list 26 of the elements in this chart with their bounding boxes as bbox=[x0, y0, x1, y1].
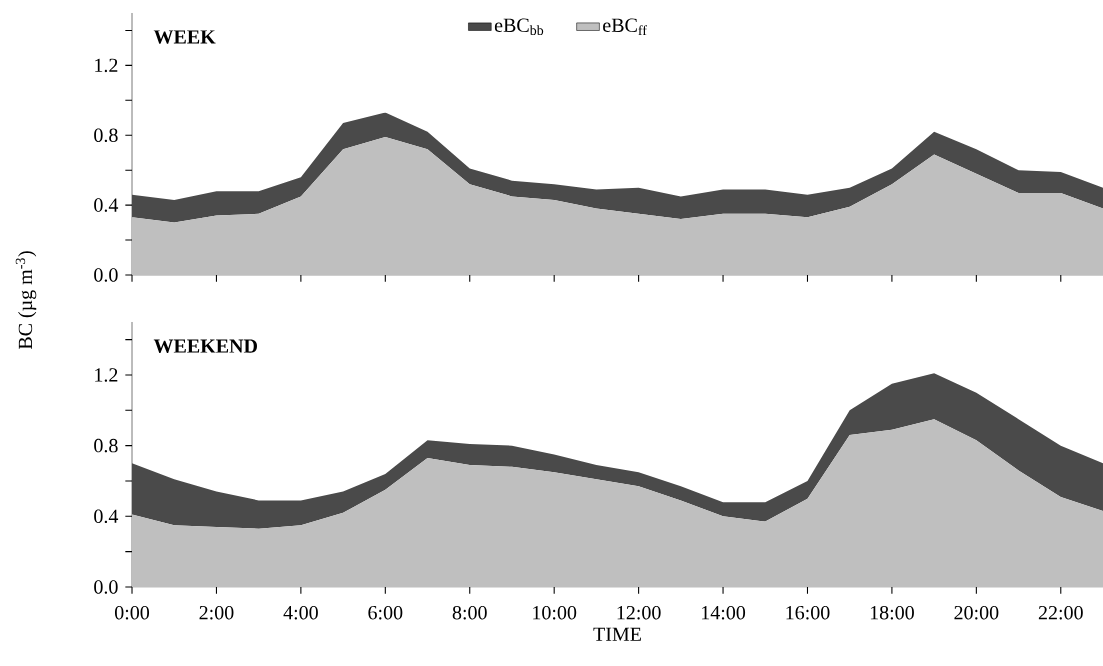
text: WEEKEND bbox=[153, 339, 257, 353]
y-tick-label: 0.4 bbox=[94, 198, 119, 212]
x-tick-label: 0:00 bbox=[114, 605, 150, 620]
legend-label: eBC$_{bb}$ bbox=[494, 18, 544, 36]
x-tick-label: 6:00 bbox=[368, 605, 403, 620]
y-tick-label: 0.4 bbox=[94, 509, 119, 524]
y-tick-label: 0.8 bbox=[94, 438, 118, 453]
y-axis-title: BC (µg m$^{-3}$) bbox=[15, 251, 37, 350]
y-tick-label: 0.8 bbox=[94, 128, 118, 143]
x-tick-label: 12:00 bbox=[617, 605, 661, 620]
x-tick-label: 8:00 bbox=[452, 605, 487, 620]
x-tick-label: 18:00 bbox=[870, 605, 914, 620]
y-tick-label: 0.0 bbox=[94, 580, 118, 594]
x-tick-label: 22:00 bbox=[1038, 605, 1083, 620]
x-tick-label: 10:00 bbox=[533, 605, 577, 620]
y-tick-label: 1.2 bbox=[95, 368, 118, 382]
x-tick-label: 14:00 bbox=[702, 605, 746, 620]
x-tick-label: 4:00 bbox=[283, 605, 318, 620]
x-tick-label: 2:00 bbox=[199, 605, 234, 620]
x-tick-label: 20:00 bbox=[954, 605, 999, 620]
x-tick-label: 16:00 bbox=[786, 605, 830, 620]
legend-label: eBC$_{ff}$ bbox=[603, 18, 647, 36]
text: WEEK bbox=[153, 30, 216, 44]
y-tick-label: 0.0 bbox=[94, 268, 118, 282]
x-axis-title: TIME bbox=[593, 627, 641, 641]
y-tick-label: 1.2 bbox=[95, 58, 118, 73]
